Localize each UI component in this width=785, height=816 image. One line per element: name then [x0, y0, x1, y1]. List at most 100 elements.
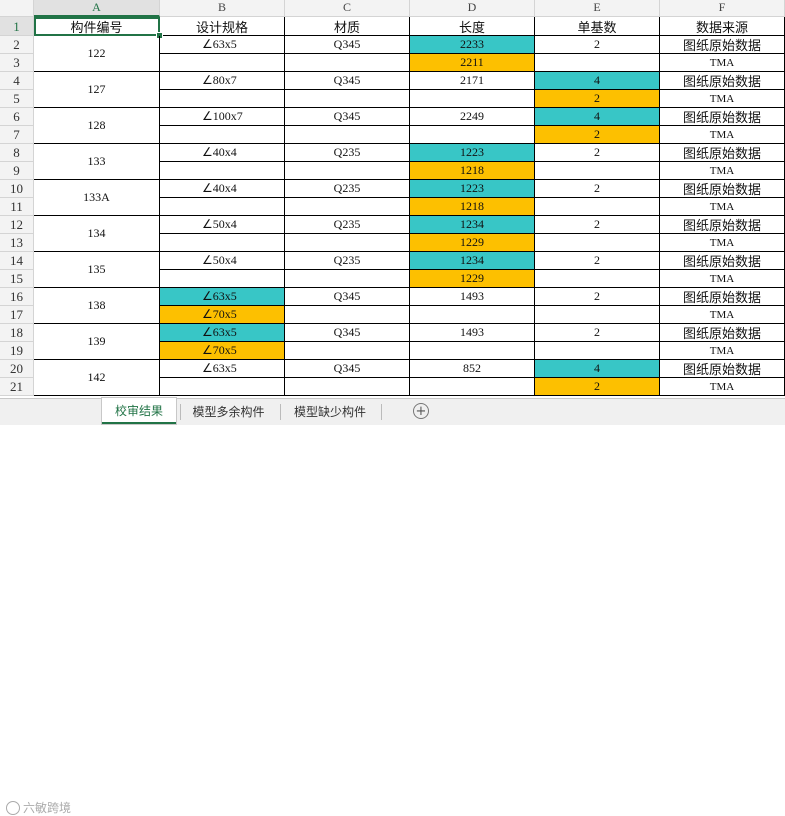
header-cell-B[interactable]: 设计规格	[160, 17, 285, 36]
source-cell[interactable]: 图纸原始数据	[660, 288, 785, 306]
column-header-F[interactable]: F	[660, 0, 785, 17]
length-cell[interactable]	[410, 342, 535, 360]
material-cell[interactable]	[285, 126, 410, 144]
length-cell[interactable]: 1223	[410, 180, 535, 198]
source-cell[interactable]: 图纸原始数据	[660, 36, 785, 54]
header-cell-F[interactable]: 数据来源	[660, 17, 785, 36]
spec-cell[interactable]	[160, 270, 285, 288]
source-cell[interactable]: 图纸原始数据	[660, 252, 785, 270]
material-cell[interactable]: Q345	[285, 288, 410, 306]
header-cell-A[interactable]: 构件编号	[34, 17, 160, 36]
material-cell[interactable]: Q235	[285, 252, 410, 270]
component-id-cell[interactable]: 134	[34, 216, 160, 252]
length-cell[interactable]	[410, 90, 535, 108]
count-cell[interactable]: 2	[535, 216, 660, 234]
count-cell[interactable]: 2	[535, 36, 660, 54]
material-cell[interactable]	[285, 162, 410, 180]
component-id-cell[interactable]: 128	[34, 108, 160, 144]
header-cell-D[interactable]: 长度	[410, 17, 535, 36]
spreadsheet-grid[interactable]: A B C D E F 1 2 3 4 5 6 7 8 9 10 11 12 13 14 15 16 17 18 19 20 21 构…	[0, 0, 785, 398]
spec-cell[interactable]: ∠70x5	[160, 342, 285, 360]
tab-model-extra-components[interactable]: 模型多余构件	[192, 404, 265, 419]
material-cell[interactable]	[285, 54, 410, 72]
row-header-13[interactable]: 13	[0, 234, 34, 252]
row-header-5[interactable]: 5	[0, 90, 34, 108]
header-cell-C[interactable]: 材质	[285, 17, 410, 36]
source-cell[interactable]: TMA	[660, 306, 785, 324]
spec-cell[interactable]: ∠40x4	[160, 180, 285, 198]
count-cell[interactable]: 2	[535, 180, 660, 198]
source-cell[interactable]: TMA	[660, 90, 785, 108]
count-cell[interactable]: 4	[535, 72, 660, 90]
source-cell[interactable]: 图纸原始数据	[660, 216, 785, 234]
count-cell[interactable]	[535, 54, 660, 72]
row-header-16[interactable]: 16	[0, 288, 34, 306]
row-header-2[interactable]: 2	[0, 36, 34, 54]
source-cell[interactable]: 图纸原始数据	[660, 72, 785, 90]
count-cell[interactable]: 2	[535, 90, 660, 108]
material-cell[interactable]: Q235	[285, 144, 410, 162]
length-cell[interactable]: 1234	[410, 216, 535, 234]
count-cell[interactable]: 4	[535, 360, 660, 378]
length-cell[interactable]: 2249	[410, 108, 535, 126]
row-header-1[interactable]: 1	[0, 17, 34, 36]
length-cell[interactable]: 1229	[410, 234, 535, 252]
component-id-cell[interactable]: 133	[34, 144, 160, 180]
count-cell[interactable]: 2	[535, 288, 660, 306]
select-all-corner[interactable]	[0, 0, 34, 17]
source-cell[interactable]: TMA	[660, 378, 785, 396]
component-id-cell[interactable]: 142	[34, 360, 160, 396]
material-cell[interactable]	[285, 378, 410, 396]
source-cell[interactable]: TMA	[660, 54, 785, 72]
count-cell[interactable]	[535, 270, 660, 288]
add-sheet-plus-icon[interactable]: +	[413, 403, 429, 419]
material-cell[interactable]	[285, 198, 410, 216]
material-cell[interactable]	[285, 90, 410, 108]
spec-cell[interactable]: ∠63x5	[160, 288, 285, 306]
row-header-15[interactable]: 15	[0, 270, 34, 288]
column-header-D[interactable]: D	[410, 0, 535, 17]
length-cell[interactable]: 1229	[410, 270, 535, 288]
tab-review-results[interactable]: 校审结果	[102, 398, 176, 424]
spec-cell[interactable]: ∠50x4	[160, 252, 285, 270]
component-id-cell[interactable]: 135	[34, 252, 160, 288]
count-cell[interactable]: 2	[535, 144, 660, 162]
row-header-8[interactable]: 8	[0, 144, 34, 162]
material-cell[interactable]	[285, 270, 410, 288]
material-cell[interactable]: Q345	[285, 108, 410, 126]
spec-cell[interactable]: ∠100x7	[160, 108, 285, 126]
count-cell[interactable]: 4	[535, 108, 660, 126]
row-header-6[interactable]: 6	[0, 108, 34, 126]
spec-cell[interactable]: ∠70x5	[160, 306, 285, 324]
source-cell[interactable]: 图纸原始数据	[660, 180, 785, 198]
material-cell[interactable]: Q345	[285, 360, 410, 378]
source-cell[interactable]: 图纸原始数据	[660, 360, 785, 378]
column-header-B[interactable]: B	[160, 0, 285, 17]
column-header-E[interactable]: E	[535, 0, 660, 17]
row-header-21[interactable]: 21	[0, 378, 34, 396]
row-header-20[interactable]: 20	[0, 360, 34, 378]
source-cell[interactable]: 图纸原始数据	[660, 324, 785, 342]
material-cell[interactable]	[285, 342, 410, 360]
spec-cell[interactable]	[160, 126, 285, 144]
spec-cell[interactable]: ∠63x5	[160, 36, 285, 54]
column-header-A[interactable]: A	[34, 0, 160, 17]
row-header-17[interactable]: 17	[0, 306, 34, 324]
length-cell[interactable]: 1218	[410, 162, 535, 180]
count-cell[interactable]: 2	[535, 126, 660, 144]
count-cell[interactable]	[535, 162, 660, 180]
spec-cell[interactable]: ∠63x5	[160, 360, 285, 378]
spec-cell[interactable]	[160, 54, 285, 72]
length-cell[interactable]: 1493	[410, 288, 535, 306]
row-header-18[interactable]: 18	[0, 324, 34, 342]
row-header-9[interactable]: 9	[0, 162, 34, 180]
spec-cell[interactable]	[160, 162, 285, 180]
component-id-cell[interactable]: 139	[34, 324, 160, 360]
row-header-12[interactable]: 12	[0, 216, 34, 234]
material-cell[interactable]: Q235	[285, 216, 410, 234]
column-header-C[interactable]: C	[285, 0, 410, 17]
component-id-cell[interactable]: 138	[34, 288, 160, 324]
material-cell[interactable]	[285, 234, 410, 252]
count-cell[interactable]	[535, 234, 660, 252]
row-header-14[interactable]: 14	[0, 252, 34, 270]
